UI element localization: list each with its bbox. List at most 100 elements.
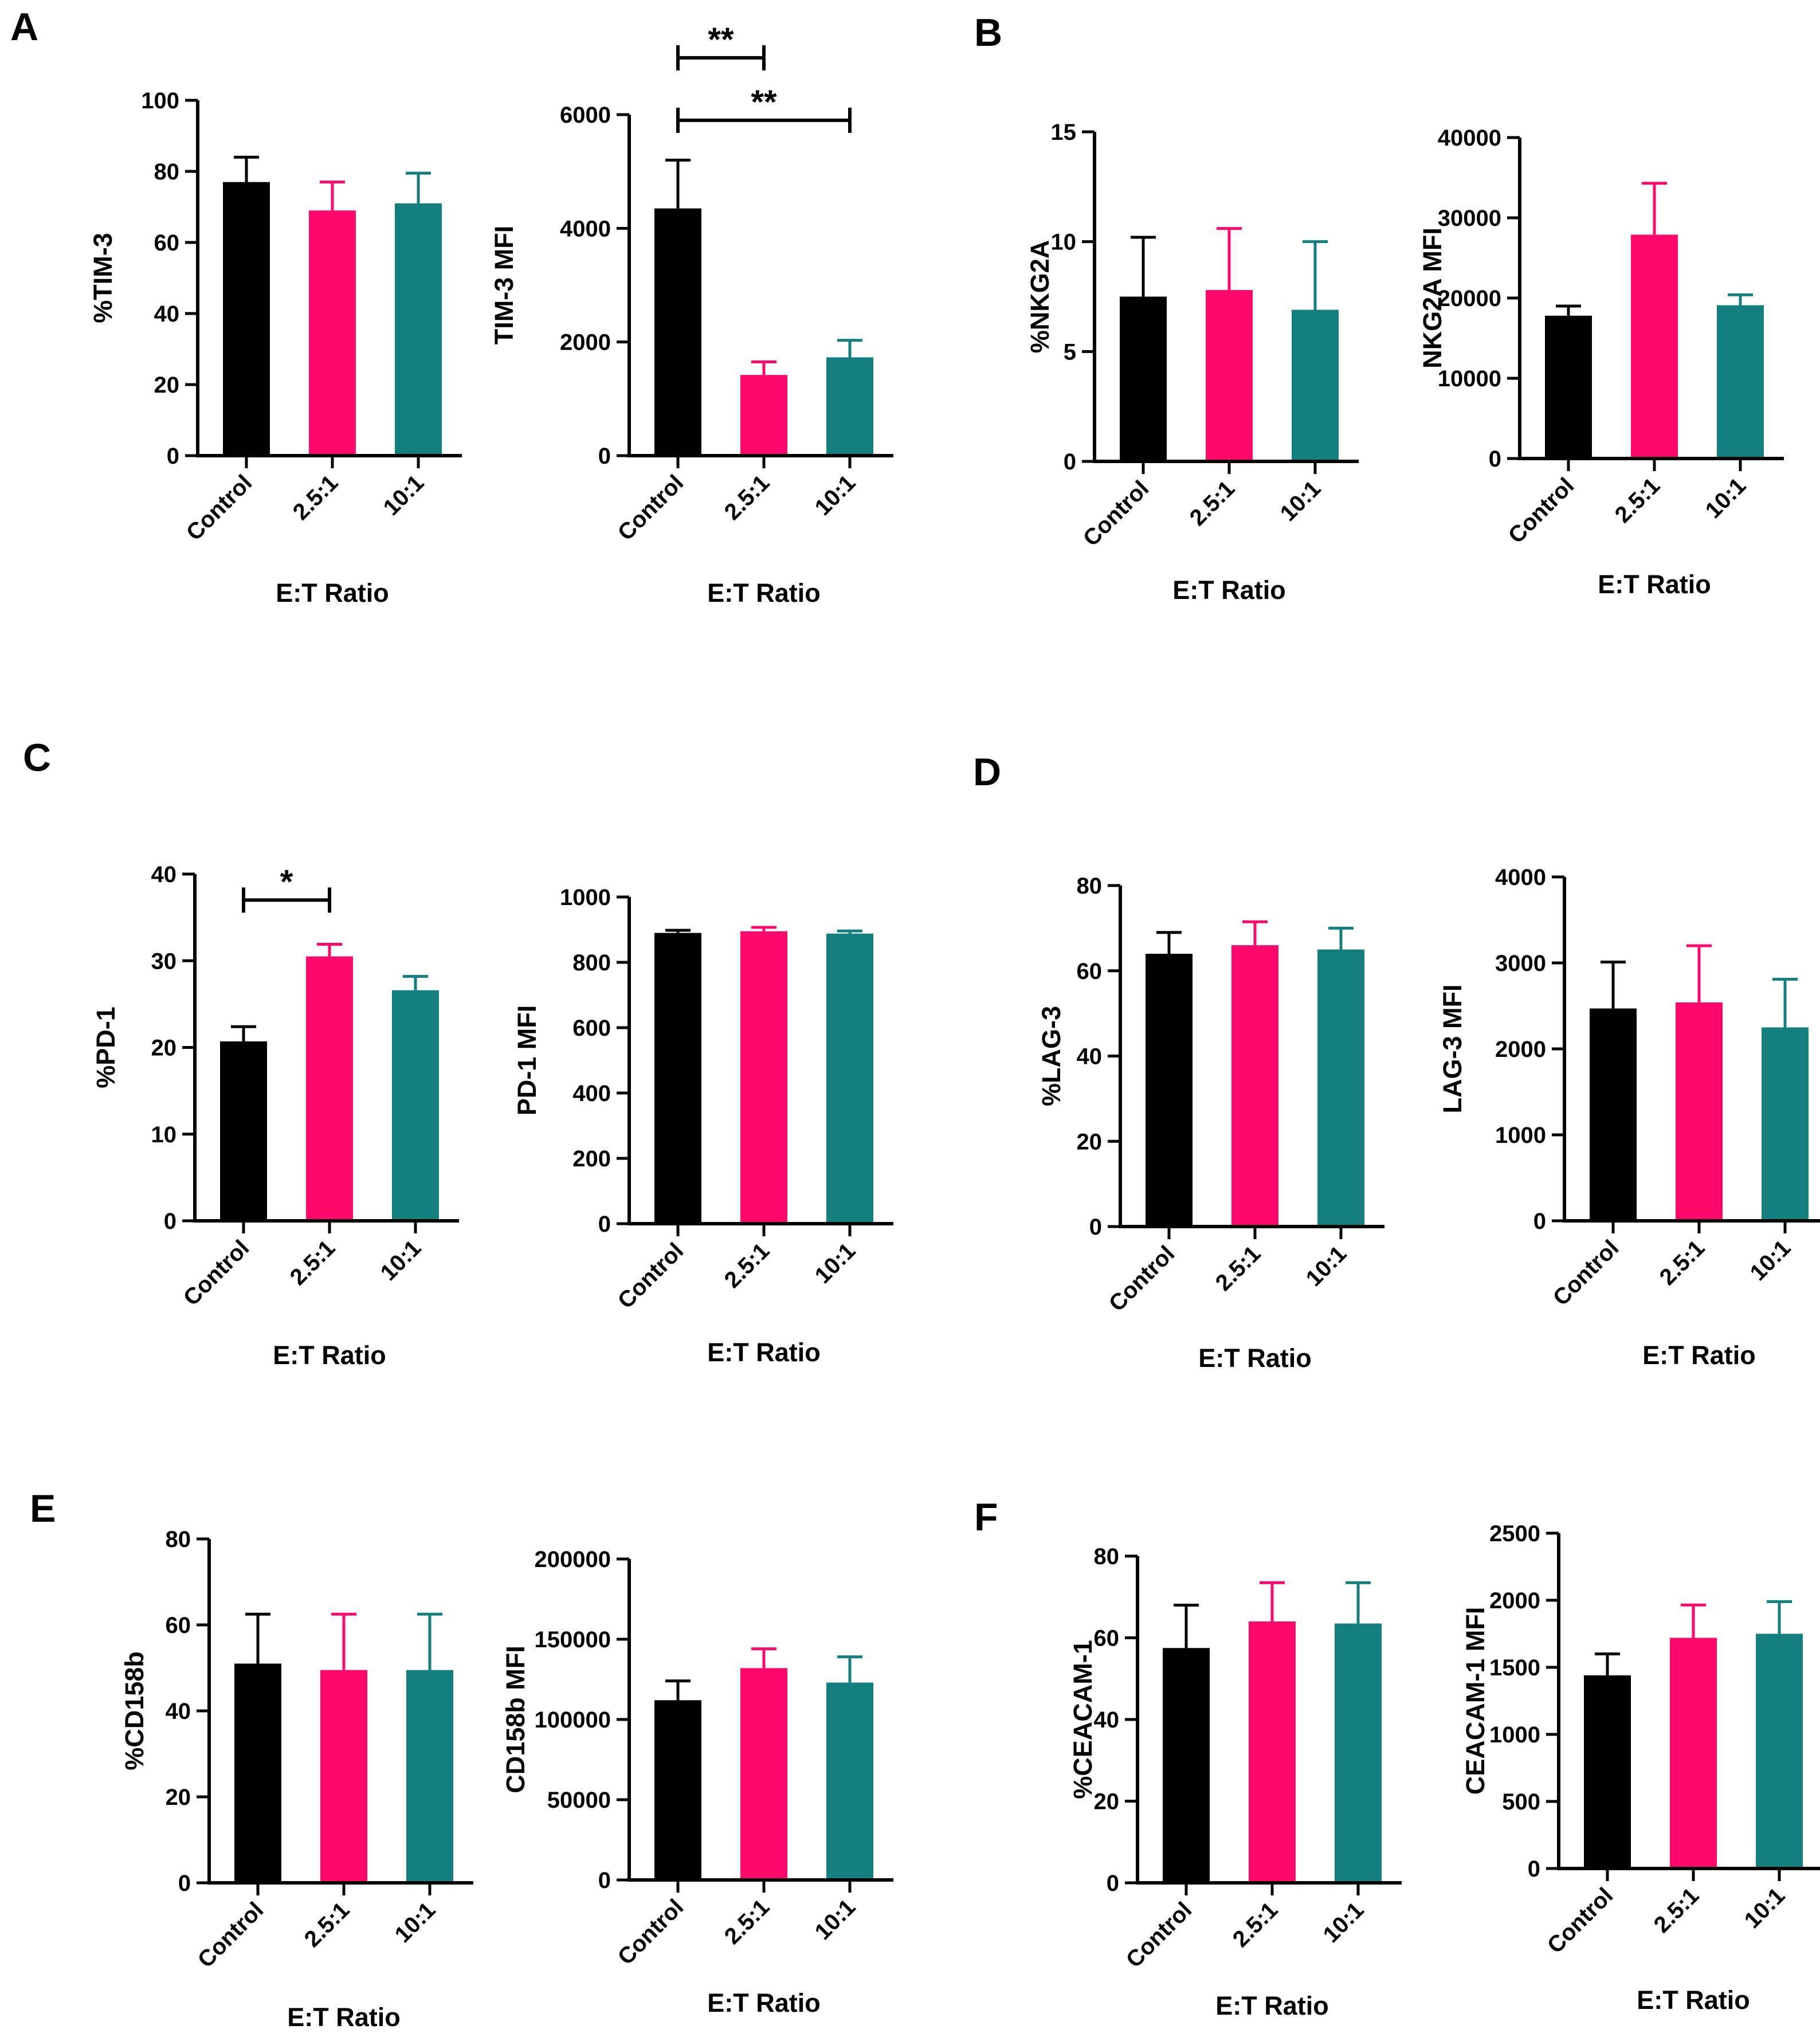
chart-tim3-mfi: 0 2000 4000 6000 Control 2.5:1 10:1 TIM-3 MFI E:…	[489, 21, 893, 608]
x-axis-title-tim3-percent: E:T Ratio	[276, 578, 389, 608]
bar-lag3-percent-1	[1231, 945, 1278, 1227]
panel-letter-b: B	[974, 11, 1002, 54]
significance-label-tim3-mfi-1: **	[751, 84, 777, 121]
x-axis-title-cd158b-percent: E:T Ratio	[287, 2003, 401, 2032]
bar-tim3-mfi-2	[826, 357, 873, 456]
y-tick-label-cd158b-percent-1: 20	[166, 1785, 191, 1810]
x-axis-title-nkg2a-mfi: E:T Ratio	[1598, 570, 1711, 599]
category-label-nkg2a-percent-2: 10:1	[1276, 476, 1326, 526]
y-tick-label-ceacam1-percent-1: 20	[1094, 1789, 1120, 1815]
y-tick-label-nkg2a-mfi-3: 30000	[1438, 206, 1501, 231]
chart-cd158b-mfi: 0 50000 100000 150000 200000 Control 2.5:1 10:1…	[501, 1547, 893, 2018]
chart-ceacam1-percent: 0 20 40 60 80 Control 2.5:1 10:1 %CEACAM-1 E:T Ra…	[1068, 1544, 1402, 2020]
category-label-lag3-percent-1: 2.5:1	[1211, 1241, 1266, 1296]
y-tick-label-tim3-percent-5: 100	[141, 88, 179, 113]
bar-lag3-percent-0	[1146, 954, 1193, 1227]
y-axis-title-tim3-mfi: TIM-3 MFI	[489, 226, 519, 344]
y-tick-label-cd158b-percent-0: 0	[178, 1871, 191, 1896]
category-label-nkg2a-mfi-2: 10:1	[1701, 473, 1751, 523]
bar-pd1-percent-0	[220, 1041, 267, 1221]
bar-ceacam1-mfi-0	[1584, 1675, 1631, 1868]
category-label-cd158b-percent-2: 10:1	[390, 1897, 441, 1948]
chart-pd1-mfi: 0 200 400 600 800 1000 Control 2.5:1 10:1 PD-1 MF…	[512, 885, 893, 1367]
x-axis-title-cd158b-mfi: E:T Ratio	[707, 1988, 821, 2018]
bar-tim3-percent-0	[223, 182, 270, 456]
category-label-tim3-mfi-1: 2.5:1	[720, 470, 775, 525]
bar-cd158b-percent-1	[320, 1670, 367, 1883]
y-axis-title-tim3-percent: %TIM-3	[88, 233, 117, 323]
x-axis-title-pd1-percent: E:T Ratio	[273, 1341, 386, 1370]
y-tick-label-nkg2a-percent-0: 0	[1064, 449, 1076, 475]
bar-pd1-mfi-1	[740, 931, 787, 1224]
y-tick-label-lag3-mfi-3: 3000	[1495, 951, 1546, 976]
bar-tim3-percent-2	[395, 203, 442, 456]
bar-cd158b-mfi-2	[826, 1682, 873, 1880]
y-tick-label-tim3-mfi-1: 2000	[560, 330, 611, 355]
category-label-lag3-mfi-0: Control	[1548, 1235, 1624, 1311]
y-tick-label-pd1-percent-2: 20	[151, 1036, 177, 1061]
bar-lag3-mfi-2	[1762, 1027, 1809, 1221]
category-label-tim3-mfi-0: Control	[613, 470, 689, 546]
y-tick-label-pd1-percent-0: 0	[164, 1209, 176, 1234]
y-axis-title-ceacam1-mfi: CEACAM-1 MFI	[1461, 1607, 1490, 1795]
significance-label-tim3-mfi-0: **	[708, 21, 734, 58]
y-axis-title-ceacam1-percent: %CEACAM-1	[1068, 1640, 1097, 1799]
category-label-lag3-percent-0: Control	[1104, 1241, 1180, 1317]
y-tick-label-tim3-mfi-2: 4000	[560, 216, 611, 241]
y-tick-label-lag3-mfi-4: 4000	[1495, 865, 1546, 890]
y-tick-label-ceacam1-mfi-0: 0	[1528, 1856, 1540, 1882]
y-tick-label-pd1-mfi-4: 800	[572, 950, 611, 976]
x-axis-title-lag3-percent: E:T Ratio	[1198, 1343, 1312, 1373]
category-label-ceacam1-mfi-2: 10:1	[1740, 1883, 1790, 1933]
y-tick-label-ceacam1-mfi-4: 2000	[1489, 1588, 1540, 1613]
y-tick-label-pd1-mfi-1: 200	[572, 1146, 611, 1172]
bar-nkg2a-percent-0	[1120, 296, 1167, 461]
y-axis-title-cd158b-percent: %CD158b	[120, 1651, 149, 1770]
y-tick-label-nkg2a-percent-2: 10	[1051, 230, 1077, 255]
y-tick-label-tim3-percent-2: 40	[154, 301, 180, 327]
category-label-ceacam1-percent-2: 10:1	[1319, 1897, 1369, 1948]
panel-letter-f: F	[974, 1495, 998, 1539]
panel-letter-c: C	[23, 736, 51, 779]
bar-cd158b-percent-2	[406, 1670, 453, 1883]
chart-pd1-percent: 0 10 20 30 40 Control 2.5:1 10:1 %PD-1 E:T Ratio *	[91, 862, 459, 1370]
category-label-tim3-percent-1: 2.5:1	[288, 470, 343, 525]
category-label-tim3-percent-0: Control	[182, 470, 257, 546]
chart-nkg2a-percent: 0 5 10 15 Control 2.5:1 10:1 %NKG2A E:T Ratio	[1025, 120, 1359, 605]
bar-ceacam1-percent-0	[1163, 1648, 1210, 1883]
bar-cd158b-mfi-1	[740, 1668, 787, 1880]
bar-cd158b-mfi-0	[654, 1700, 701, 1880]
category-label-pd1-mfi-1: 2.5:1	[720, 1238, 775, 1293]
chart-nkg2a-mfi: 0 10000 20000 30000 40000 Control 2.5:1 10:1 NKG…	[1418, 126, 1784, 599]
y-tick-label-tim3-percent-4: 80	[154, 159, 180, 185]
x-axis-title-ceacam1-percent: E:T Ratio	[1215, 1991, 1329, 2020]
y-tick-label-lag3-percent-1: 20	[1077, 1129, 1103, 1154]
y-tick-label-cd158b-percent-3: 60	[166, 1613, 191, 1638]
category-label-cd158b-percent-1: 2.5:1	[300, 1897, 355, 1952]
category-label-tim3-percent-2: 10:1	[379, 470, 429, 520]
panel-letter-a: A	[10, 5, 38, 49]
y-tick-label-lag3-mfi-2: 2000	[1495, 1037, 1546, 1062]
bar-nkg2a-mfi-2	[1717, 305, 1764, 459]
y-tick-label-pd1-mfi-5: 1000	[560, 885, 611, 910]
category-label-lag3-mfi-2: 10:1	[1746, 1235, 1796, 1286]
category-label-ceacam1-mfi-1: 2.5:1	[1649, 1883, 1704, 1938]
category-label-tim3-mfi-2: 10:1	[810, 470, 861, 520]
bar-lag3-mfi-1	[1676, 1002, 1723, 1221]
bar-pd1-mfi-2	[826, 933, 873, 1224]
y-tick-label-ceacam1-mfi-5: 2500	[1489, 1521, 1540, 1546]
y-tick-label-tim3-mfi-0: 0	[598, 444, 611, 469]
y-axis-title-lag3-mfi: LAG-3 MFI	[1438, 985, 1467, 1114]
x-axis-title-ceacam1-mfi: E:T Ratio	[1637, 1985, 1750, 2015]
y-tick-label-ceacam1-percent-3: 60	[1094, 1626, 1120, 1651]
bar-tim3-percent-1	[309, 210, 356, 456]
y-tick-label-tim3-mfi-3: 6000	[560, 103, 611, 128]
y-tick-label-cd158b-mfi-2: 100000	[535, 1707, 611, 1733]
bar-pd1-percent-2	[392, 990, 439, 1221]
bar-nkg2a-percent-2	[1292, 310, 1339, 461]
y-tick-label-cd158b-percent-2: 40	[166, 1699, 191, 1724]
bar-nkg2a-mfi-1	[1631, 234, 1678, 459]
y-tick-label-nkg2a-percent-3: 15	[1051, 120, 1077, 145]
bar-pd1-mfi-0	[654, 933, 701, 1224]
category-label-cd158b-mfi-0: Control	[613, 1894, 689, 1970]
